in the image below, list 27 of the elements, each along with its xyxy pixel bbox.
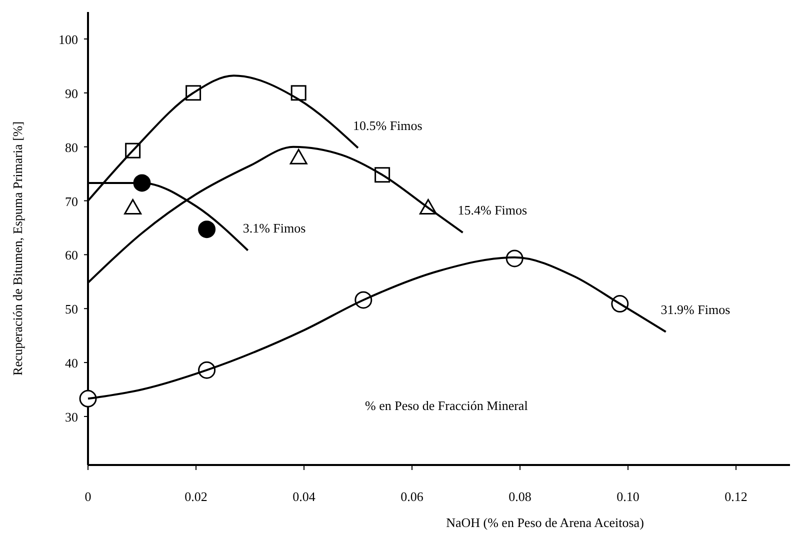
point xyxy=(290,148,308,164)
y-tick-label: 50 xyxy=(65,302,78,317)
y-tick-label: 40 xyxy=(65,356,78,371)
point xyxy=(79,390,97,408)
annotation: % en Peso de Fracción Mineral xyxy=(365,398,528,413)
x-tick-label: 0 xyxy=(84,489,92,504)
y-tick-label: 100 xyxy=(58,32,78,47)
series-label: 3.1% Fimos xyxy=(242,220,306,236)
series-label: 31.9% Fimos xyxy=(660,302,730,317)
point xyxy=(198,220,216,238)
y-tick-label: 30 xyxy=(65,409,78,424)
x-tick-label: 0.08 xyxy=(508,489,532,504)
x-tick-label: 0.12 xyxy=(724,489,748,504)
x-tick-label: 0.10 xyxy=(616,489,640,504)
y-tick-label: 90 xyxy=(65,86,78,101)
series-label: 15.4% Fimos xyxy=(458,202,528,218)
y-tick-label: 70 xyxy=(65,194,78,209)
point xyxy=(124,199,142,215)
point xyxy=(290,85,306,101)
x-tick-label: 0.06 xyxy=(400,489,424,504)
y-tick-label: 80 xyxy=(65,140,78,155)
x-tick-label: 0.04 xyxy=(292,489,316,504)
x-tick-label: 0.02 xyxy=(184,489,208,504)
y-axis-title: Recuperación de Bitumen, Espuma Primaria [%] xyxy=(10,121,25,376)
y-tick-label: 60 xyxy=(65,248,78,263)
series-label: 10.5% Fimos xyxy=(353,118,422,133)
x-axis-title: NaOH (% en Peso de Arena Aceitosa) xyxy=(446,515,644,530)
